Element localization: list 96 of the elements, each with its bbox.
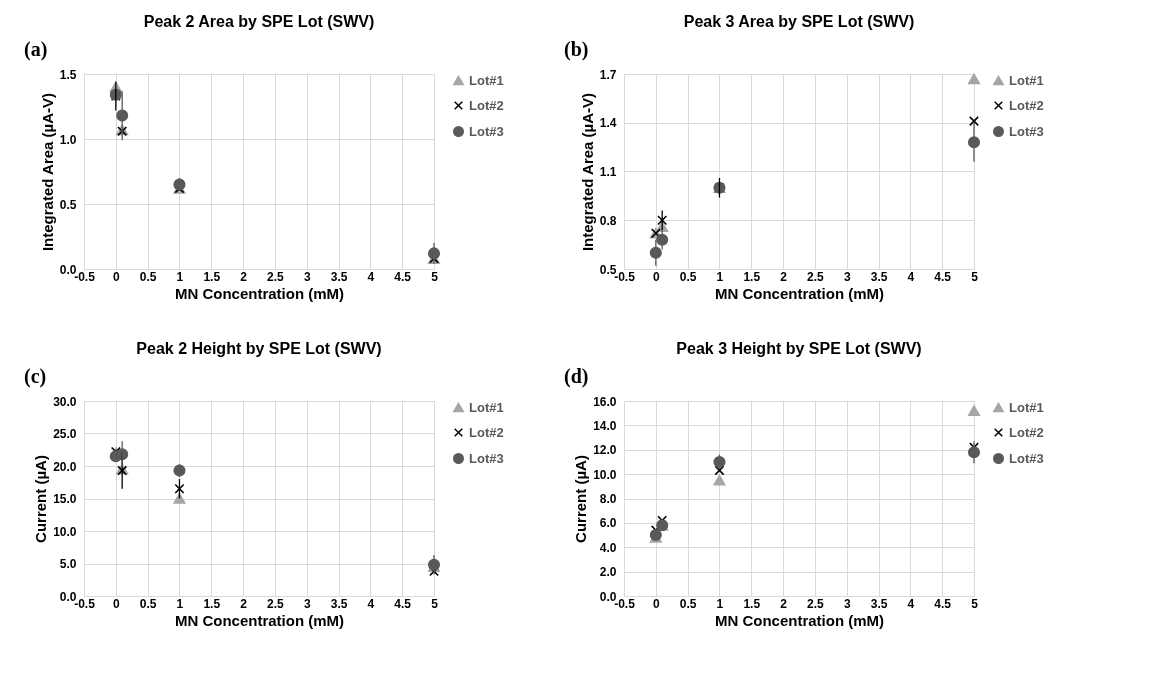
- text: (c): [24, 365, 47, 388]
- y-tick-label: 10.0: [53, 524, 77, 539]
- x-axis-title: MN Concentration (mM): [714, 284, 885, 302]
- x-tick-label: 1.5: [743, 269, 761, 284]
- y-tick-label: 1.0: [59, 132, 77, 147]
- x-tick-label: 0: [112, 596, 120, 611]
- chart-title: Peak 3 Height by SPE Lot (SWV): [676, 340, 922, 357]
- y-tick-label: 8.0: [599, 492, 617, 506]
- text: (d): [564, 365, 589, 388]
- x-tick-label: 3: [303, 269, 311, 284]
- legend-label: Lot#1: [469, 72, 504, 88]
- x-tick-label: 4: [907, 596, 915, 611]
- x-tick-label: 1.5: [203, 269, 221, 284]
- legend-label: Lot#3: [1009, 123, 1044, 139]
- y-axis-title: Current (µA): [572, 455, 590, 543]
- x-tick-label: 4.5: [934, 269, 952, 284]
- y-tick-label: 0.0: [599, 589, 617, 604]
- y-tick-label: 5.0: [59, 557, 77, 571]
- y-tick-label: 6.0: [599, 516, 617, 531]
- y-tick-label: 12.0: [593, 443, 617, 458]
- x-tick-label: 5: [971, 269, 979, 284]
- y-tick-label: 10.0: [593, 467, 617, 482]
- y-tick-label: 1.7: [599, 67, 617, 82]
- x-tick-label: 3.5: [870, 596, 888, 611]
- y-tick-label: 20.0: [53, 459, 77, 474]
- y-tick-label: 1.1: [599, 165, 617, 179]
- legend-label: Lot#1: [1009, 399, 1044, 415]
- x-tick-label: 4: [367, 269, 375, 284]
- x-tick-label: 1.5: [743, 596, 761, 611]
- chart-title: Peak 2 Area by SPE Lot (SWV): [143, 13, 375, 30]
- x-tick-label: 1: [176, 596, 184, 611]
- x-tick-label: 2: [240, 269, 248, 284]
- chart-title: Peak 2 Height by SPE Lot (SWV): [136, 340, 382, 357]
- x-tick-label: 3: [843, 596, 851, 611]
- x-tick-label: 3: [843, 269, 851, 284]
- text: (b): [564, 38, 589, 61]
- x-tick-label: 2: [240, 596, 248, 611]
- x-tick-label: 4.5: [394, 596, 412, 611]
- x-axis-title: MN Concentration (mM): [174, 284, 345, 302]
- x-axis-title: MN Concentration (mM): [174, 611, 345, 629]
- x-tick-label: 4.5: [934, 596, 952, 611]
- x-tick-label: 3.5: [330, 596, 348, 611]
- x-tick-label: 2.5: [807, 596, 825, 611]
- y-tick-label: 1.4: [599, 116, 617, 131]
- x-tick-label: 2.5: [807, 269, 825, 284]
- legend-label: Lot#2: [1009, 424, 1044, 440]
- x-tick-label: 4.5: [394, 269, 412, 284]
- x-tick-label: 1.5: [203, 596, 221, 611]
- legend-label: Lot#1: [1009, 72, 1044, 88]
- legend-label: Lot#3: [469, 123, 504, 139]
- x-tick-label: 0.5: [679, 596, 697, 611]
- text: (a): [24, 38, 48, 61]
- x-tick-label: 2.5: [267, 269, 285, 284]
- y-axis-title: Current (µA): [32, 455, 50, 543]
- x-tick-label: 2: [780, 269, 788, 284]
- x-tick-label: 4: [907, 269, 915, 284]
- x-tick-label: 5: [431, 596, 439, 611]
- x-tick-label: 2: [780, 596, 788, 611]
- legend-label: Lot#2: [1009, 97, 1044, 113]
- x-tick-label: 5: [431, 269, 439, 284]
- x-tick-label: 0.5: [139, 596, 157, 611]
- x-tick-label: 1: [716, 269, 724, 284]
- y-tick-label: 0.8: [599, 213, 617, 228]
- x-tick-label: 0: [112, 269, 120, 284]
- y-tick-label: 4.0: [599, 540, 617, 555]
- y-tick-label: 25.0: [53, 427, 77, 441]
- x-tick-label: 2.5: [267, 596, 285, 611]
- y-tick-label: 16.0: [593, 394, 617, 409]
- x-tick-label: 0: [652, 269, 660, 284]
- x-tick-label: 0.5: [139, 269, 157, 284]
- legend-label: Lot#1: [469, 399, 504, 415]
- y-axis-title: Integrated Area (µA-V): [578, 92, 596, 252]
- x-tick-label: 0: [652, 596, 660, 611]
- y-tick-label: 2.0: [599, 565, 617, 580]
- x-tick-label: 5: [971, 596, 979, 611]
- x-tick-label: 1: [716, 596, 724, 611]
- y-tick-label: 30.0: [53, 394, 77, 409]
- x-tick-label: 0.5: [679, 269, 697, 284]
- y-tick-label: 0.0: [59, 589, 77, 604]
- y-axis-title: Integrated Area (µA-V): [38, 92, 56, 252]
- x-tick-label: 4: [367, 596, 375, 611]
- legend-label: Lot#3: [1009, 450, 1044, 466]
- chart-title: Peak 3 Area by SPE Lot (SWV): [683, 13, 915, 30]
- y-tick-label: 1.5: [59, 67, 77, 82]
- x-tick-label: 3.5: [330, 269, 348, 284]
- x-tick-label: 1: [176, 269, 184, 284]
- legend-label: Lot#3: [469, 450, 504, 466]
- y-tick-label: 0.0: [59, 262, 77, 277]
- x-tick-label: 3: [303, 596, 311, 611]
- legend-label: Lot#2: [469, 424, 504, 440]
- legend-label: Lot#2: [469, 97, 504, 113]
- y-tick-label: 15.0: [53, 492, 77, 506]
- x-axis-title: MN Concentration (mM): [714, 611, 885, 629]
- y-tick-label: 0.5: [59, 197, 77, 212]
- y-tick-label: 14.0: [593, 418, 617, 433]
- x-tick-label: 3.5: [870, 269, 888, 284]
